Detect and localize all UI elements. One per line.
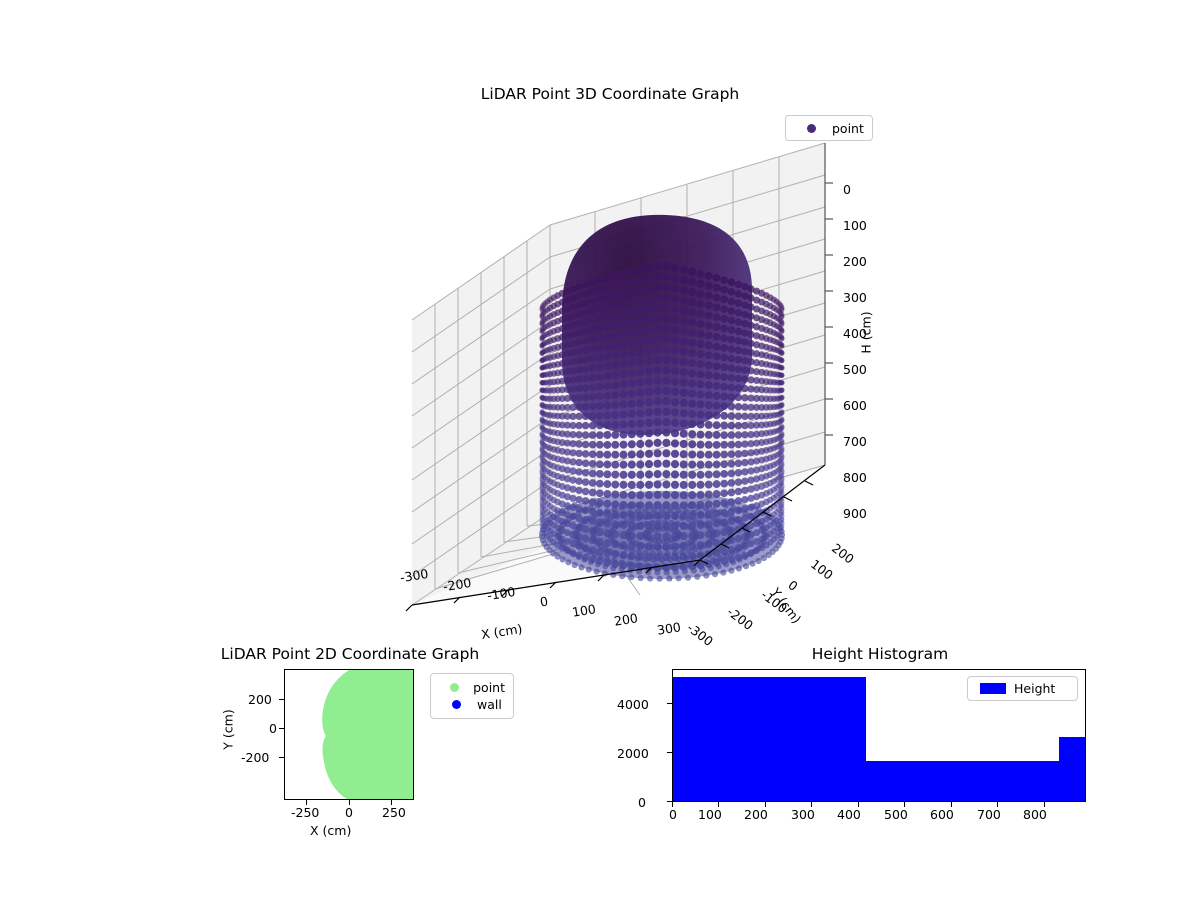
- histogram-xtickmark-6: [951, 802, 952, 807]
- plot3d-zlabel: H (cm): [858, 311, 874, 354]
- plot3d-ztick-3: 300: [843, 290, 867, 305]
- plot2d-ytick-2: -200: [241, 750, 270, 765]
- histogram-xtick-2: 200: [744, 807, 768, 822]
- plot2d-legend-marker-point: [439, 683, 469, 692]
- histogram-legend[interactable]: Height: [967, 676, 1078, 701]
- plot2d-ytickmark-0: [279, 699, 284, 700]
- histogram-ytickmark-0: [667, 801, 672, 802]
- histogram-ytick-0: 0: [638, 795, 646, 810]
- plot2d-pointcloud: [322, 670, 413, 799]
- plot2d-legend-label-wall: wall: [477, 697, 502, 712]
- histogram-ytick-1: 2000: [617, 746, 649, 761]
- histogram-ytickmark-1: [667, 752, 672, 753]
- plot3d-ztick-7: 700: [843, 434, 867, 449]
- histogram-xtickmark-1: [718, 802, 719, 807]
- plot3d-ztick-8: 800: [843, 470, 867, 485]
- plot2d-ytick-0: 200: [248, 692, 272, 707]
- histogram-legend-label-height: Height: [1014, 681, 1056, 696]
- plot3d-ztick-2: 200: [843, 254, 867, 269]
- plot3d-ztick-0: 0: [843, 182, 851, 197]
- plot2d-ytick-1: 0: [269, 721, 277, 736]
- histogram-xtick-4: 400: [837, 807, 861, 822]
- plot2d-xtickmark-0: [306, 800, 307, 805]
- histogram-xtickmark-5: [904, 802, 905, 807]
- plot3d-axes: [405, 142, 833, 612]
- plot2d-legend-marker-wall: [439, 700, 473, 709]
- plot3d-ztick-4: 400: [843, 326, 867, 341]
- histogram-xtick-8: 800: [1023, 807, 1047, 822]
- plot3d-ztick-1: 100: [843, 218, 867, 233]
- histogram-ytick-2: 4000: [617, 697, 649, 712]
- histogram-xtickmark-8: [1044, 802, 1045, 807]
- plot3d-legend[interactable]: point: [785, 115, 873, 141]
- histogram-xtick-6: 600: [930, 807, 954, 822]
- histogram-xtick-1: 100: [698, 807, 722, 822]
- plot2d-legend[interactable]: point wall: [430, 673, 514, 719]
- histogram-xtick-5: 500: [884, 807, 908, 822]
- plot2d-xtickmark-1: [349, 800, 350, 805]
- plot2d-ytickmark-2: [279, 757, 284, 758]
- plot3d-ztick-9: 900: [843, 506, 867, 521]
- histogram-legend-marker-height: [976, 683, 1010, 694]
- plot3d-ztick-5: 500: [843, 362, 867, 377]
- histogram-xtickmark-7: [997, 802, 998, 807]
- histogram-xtickmark-4: [858, 802, 859, 807]
- plot2d-xtickmark-2: [391, 800, 392, 805]
- plot3d-point-cloud: [539, 214, 786, 582]
- plot3d-legend-marker-point: [794, 123, 828, 133]
- histogram-xtick-3: 300: [791, 807, 815, 822]
- plot3d-ztick-6: 600: [843, 398, 867, 413]
- plot2d-ylabel: Y (cm): [220, 709, 236, 750]
- plot2d-xlabel: X (cm): [310, 823, 352, 838]
- plot3d-legend-label-point: point: [832, 120, 864, 136]
- plot2d-legend-label-point: point: [473, 680, 505, 695]
- plot2d-axes[interactable]: [284, 669, 414, 800]
- plot3d-title: LiDAR Point 3D Coordinate Graph: [480, 85, 740, 103]
- histogram-xtickmark-2: [765, 802, 766, 807]
- histogram-bars: [673, 677, 1085, 801]
- histogram-xtickmark-3: [811, 802, 812, 807]
- histogram-title: Height Histogram: [811, 645, 949, 663]
- histogram-ytickmark-2: [667, 703, 672, 704]
- plot2d-xtick-2: 250: [382, 805, 406, 820]
- plot2d-title: LiDAR Point 2D Coordinate Graph: [220, 645, 480, 663]
- plot2d-xtick-0: -250: [291, 805, 320, 820]
- histogram-xtick-7: 700: [977, 807, 1001, 822]
- plot2d-xtick-1: 0: [345, 805, 353, 820]
- histogram-xtick-0: 0: [669, 807, 677, 822]
- histogram-xtickmark-0: [672, 802, 673, 807]
- plot2d-ytickmark-1: [279, 728, 284, 729]
